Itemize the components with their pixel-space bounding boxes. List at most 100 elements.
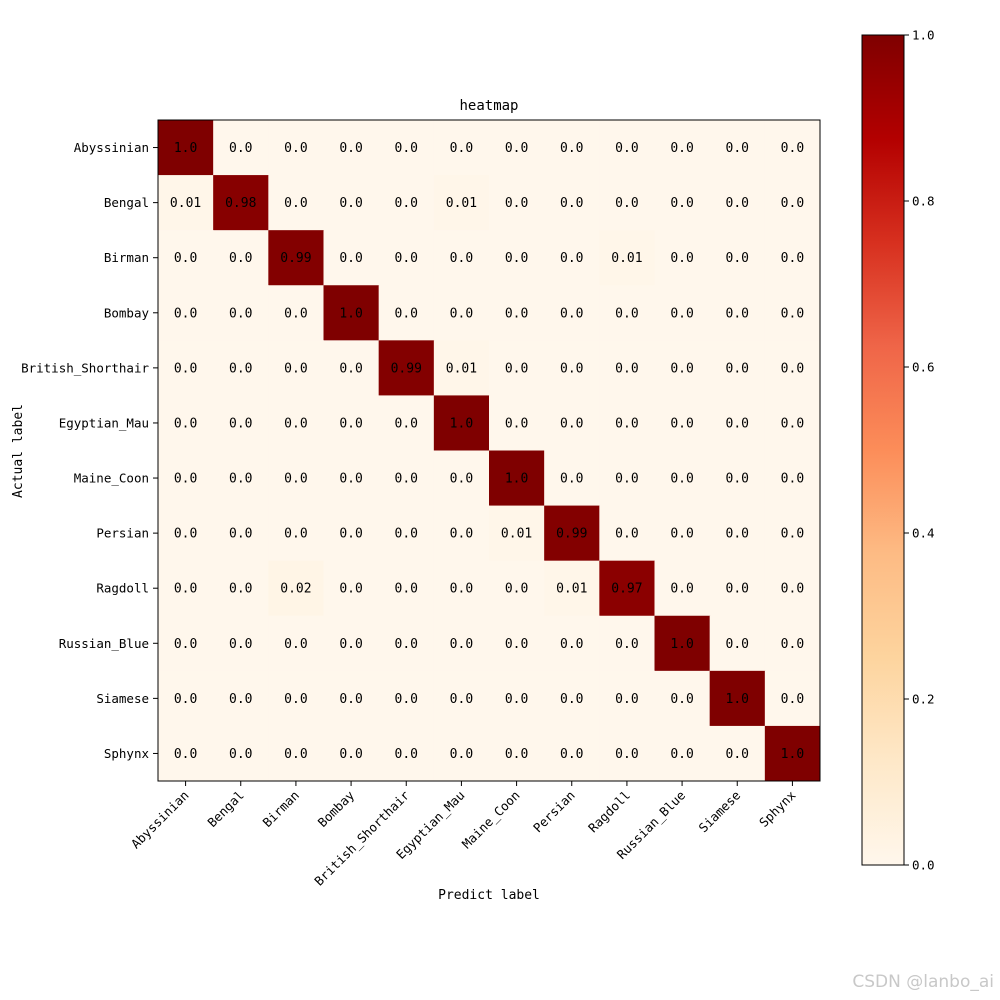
heatmap-cell — [378, 175, 435, 231]
heatmap-cell — [544, 615, 600, 672]
heatmap-cell — [599, 670, 655, 727]
y-tick-label: Sphynx — [104, 746, 150, 761]
cell-value-label: 0.0 — [339, 637, 362, 652]
heatmap-cell — [158, 340, 214, 396]
cell-value-label: 0.0 — [726, 251, 749, 266]
heatmap-cell — [489, 230, 545, 286]
cell-value-label: 0.0 — [560, 306, 583, 321]
heatmap-cell — [158, 670, 214, 727]
cell-value-label: 0.0 — [229, 637, 252, 652]
y-tick-label: Siamese — [96, 691, 149, 706]
y-tick-label: Bombay — [104, 305, 150, 320]
cell-value-label: 0.0 — [229, 692, 252, 707]
cell-value-label: 0.0 — [229, 527, 252, 542]
heatmap-cell — [323, 450, 380, 507]
heatmap-cell — [654, 505, 711, 562]
heatmap-cell — [764, 340, 821, 396]
heatmap-cell — [764, 285, 821, 341]
heatmap-cell — [709, 450, 766, 507]
heatmap-cell — [378, 230, 435, 286]
y-tick-label: Maine_Coon — [74, 471, 149, 486]
heatmap-cell — [323, 725, 380, 782]
cell-value-label: 0.0 — [670, 306, 693, 321]
cell-value-label: 0.0 — [450, 141, 473, 156]
heatmap-cell — [599, 175, 655, 231]
cell-value-label: 0.0 — [395, 637, 418, 652]
cell-value-label: 0.0 — [726, 747, 749, 762]
cell-value-label: 0.01 — [611, 251, 642, 266]
heatmap-cell — [323, 230, 380, 286]
heatmap-cell — [654, 175, 711, 231]
heatmap-cell — [268, 285, 324, 341]
cell-value-label: 0.0 — [284, 416, 307, 431]
heatmap-cell — [764, 175, 821, 231]
cell-value-label: 1.0 — [726, 692, 749, 707]
cell-value-label: 0.01 — [556, 582, 587, 597]
cell-value-label: 0.99 — [556, 527, 587, 542]
y-tick-label: Persian — [96, 526, 149, 541]
x-axis-label: Predict label — [438, 888, 540, 903]
heatmap-cell — [489, 175, 545, 231]
cell-value-label: 0.0 — [284, 361, 307, 376]
heatmap-cell — [764, 120, 821, 176]
heatmap-cell — [323, 615, 380, 672]
heatmap-cell — [764, 450, 821, 507]
cell-value-label: 1.0 — [339, 306, 362, 321]
heatmap-cell — [433, 670, 490, 727]
cell-value-label: 0.0 — [726, 637, 749, 652]
cell-value-label: 0.0 — [339, 747, 362, 762]
heatmap-cell — [268, 560, 324, 617]
cell-value-label: 0.0 — [339, 361, 362, 376]
x-tick-label: Bombay — [315, 787, 358, 830]
cell-value-label: 0.0 — [670, 251, 693, 266]
cell-value-label: 0.0 — [781, 196, 804, 211]
heatmap-cell — [213, 395, 269, 451]
cell-value-label: 0.0 — [339, 416, 362, 431]
heatmap-cell — [268, 450, 324, 507]
x-tick-label: Sphynx — [756, 787, 799, 830]
heatmap-cell — [489, 395, 545, 451]
cell-value-label: 0.0 — [505, 306, 528, 321]
cell-value-label: 1.0 — [781, 747, 804, 762]
heatmap-cell — [764, 505, 821, 562]
heatmap-cells — [158, 120, 821, 782]
heatmap-cell — [764, 615, 821, 672]
heatmap-cell — [654, 285, 711, 341]
heatmap-cell — [599, 120, 655, 176]
y-tick-label: Birman — [104, 250, 149, 265]
cell-value-label: 0.0 — [174, 527, 197, 542]
cell-value-label: 0.0 — [505, 637, 528, 652]
heatmap-cell — [323, 340, 380, 396]
heatmap-cell — [489, 450, 545, 507]
cell-value-label: 0.0 — [339, 196, 362, 211]
cell-value-label: 0.0 — [229, 251, 252, 266]
heatmap-cell — [489, 725, 545, 782]
heatmap-cell — [489, 340, 545, 396]
colorbar-tick-label: 0.8 — [912, 194, 935, 209]
cell-value-label: 0.0 — [450, 582, 473, 597]
heatmap-cell — [268, 670, 324, 727]
heatmap-cell — [378, 120, 435, 176]
heatmap-cell — [599, 230, 655, 286]
cell-value-label: 0.0 — [670, 361, 693, 376]
heatmap-cell — [709, 285, 766, 341]
y-tick-label: Egyptian_Mau — [59, 415, 149, 430]
heatmap-cell — [378, 395, 435, 451]
cell-value-label: 0.0 — [781, 306, 804, 321]
cell-value-label: 0.0 — [505, 361, 528, 376]
heatmap-cell — [378, 560, 435, 617]
heatmap-cell — [158, 120, 214, 176]
cell-value-label: 0.0 — [615, 361, 638, 376]
heatmap-cell — [654, 120, 711, 176]
cell-value-label: 0.0 — [174, 472, 197, 487]
heatmap-cell — [764, 725, 821, 782]
heatmap-cell — [544, 560, 600, 617]
cell-value-label: 0.0 — [615, 692, 638, 707]
heatmap-cell — [764, 560, 821, 617]
cell-value-label: 0.0 — [450, 306, 473, 321]
cell-value-label: 0.0 — [560, 637, 583, 652]
y-tick-label: Ragdoll — [96, 581, 149, 596]
heatmap-cell — [433, 560, 490, 617]
cell-value-label: 0.0 — [615, 637, 638, 652]
